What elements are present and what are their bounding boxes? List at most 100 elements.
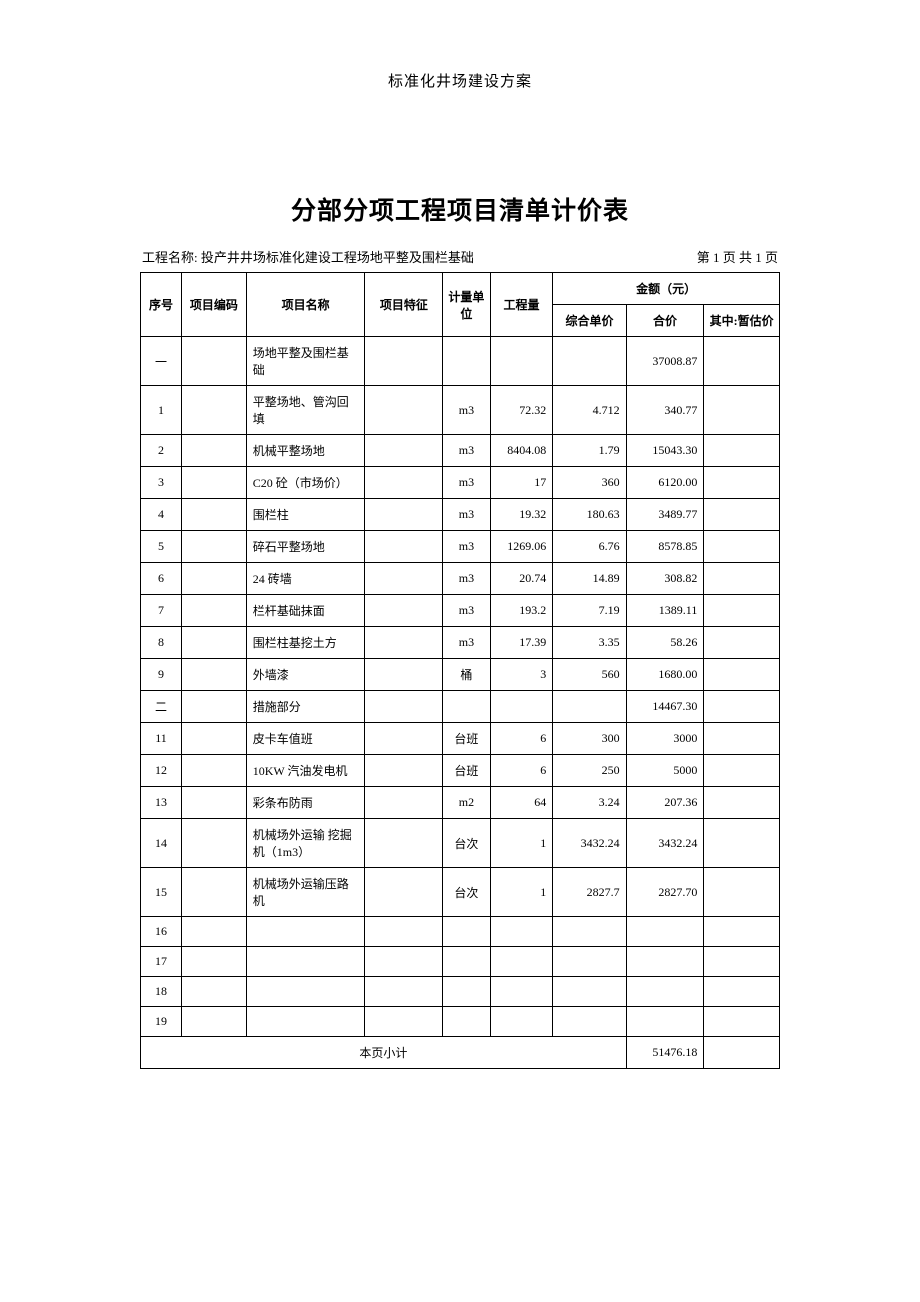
table-row: 3C20 砼（市场价）m3173606120.00 — [141, 467, 780, 499]
cell-unit: 台班 — [443, 723, 490, 755]
cell-unit: m3 — [443, 531, 490, 563]
cell-est — [704, 691, 780, 723]
project-name: 投产井井场标准化建设工程场地平整及围栏基础 — [201, 250, 474, 265]
cell-code — [182, 531, 247, 563]
cell-total: 3432.24 — [626, 819, 704, 868]
table-row: 8围栏柱基挖土方m317.393.3558.26 — [141, 627, 780, 659]
cell-uprice: 560 — [553, 659, 626, 691]
cell-qty: 19.32 — [490, 499, 553, 531]
cell-feature — [365, 691, 443, 723]
cell-seq: 15 — [141, 868, 182, 917]
cell-code — [182, 435, 247, 467]
cell-feature — [365, 659, 443, 691]
cell-name — [246, 917, 365, 947]
cell-uprice: 3.35 — [553, 627, 626, 659]
cell-qty — [490, 917, 553, 947]
table-row: 17 — [141, 947, 780, 977]
subtotal-row: 本页小计 51476.18 — [141, 1037, 780, 1069]
cell-est — [704, 659, 780, 691]
cell-total: 2827.70 — [626, 868, 704, 917]
cell-seq: 6 — [141, 563, 182, 595]
col-amount-group-header: 金额（元） — [553, 273, 780, 305]
cell-seq: 5 — [141, 531, 182, 563]
table-row: 一场地平整及围栏基础37008.87 — [141, 337, 780, 386]
cell-code — [182, 337, 247, 386]
cell-est — [704, 337, 780, 386]
cell-qty: 1269.06 — [490, 531, 553, 563]
pricing-table: 序号 项目编码 项目名称 项目特征 计量单位 工程量 金额（元） 综合单价 合价… — [140, 272, 780, 1069]
cell-qty: 8404.08 — [490, 435, 553, 467]
cell-est — [704, 868, 780, 917]
cell-qty: 1 — [490, 868, 553, 917]
table-row: 7栏杆基础抹面m3193.27.191389.11 — [141, 595, 780, 627]
cell-total: 14467.30 — [626, 691, 704, 723]
cell-uprice: 300 — [553, 723, 626, 755]
cell-qty — [490, 947, 553, 977]
cell-code — [182, 659, 247, 691]
cell-seq: 19 — [141, 1007, 182, 1037]
cell-code — [182, 595, 247, 627]
cell-seq: 13 — [141, 787, 182, 819]
cell-code — [182, 723, 247, 755]
cell-est — [704, 627, 780, 659]
cell-code — [182, 386, 247, 435]
cell-qty: 6 — [490, 755, 553, 787]
table-row: 9外墙漆桶35601680.00 — [141, 659, 780, 691]
cell-uprice: 3.24 — [553, 787, 626, 819]
cell-qty — [490, 691, 553, 723]
table-row: 5碎石平整场地m31269.066.768578.85 — [141, 531, 780, 563]
cell-est — [704, 595, 780, 627]
cell-feature — [365, 337, 443, 386]
cell-total: 58.26 — [626, 627, 704, 659]
cell-code — [182, 917, 247, 947]
cell-uprice — [553, 917, 626, 947]
cell-seq: 8 — [141, 627, 182, 659]
cell-feature — [365, 467, 443, 499]
table-row: 13彩条布防雨m2643.24207.36 — [141, 787, 780, 819]
page-number-block: 第 1 页 共 1 页 — [697, 247, 778, 266]
subtotal-label: 本页小计 — [141, 1037, 627, 1069]
cell-seq: 14 — [141, 819, 182, 868]
table-row: 二措施部分14467.30 — [141, 691, 780, 723]
cell-total — [626, 917, 704, 947]
page-suffix: 页 — [765, 250, 778, 265]
cell-code — [182, 499, 247, 531]
cell-total: 5000 — [626, 755, 704, 787]
col-seq-header: 序号 — [141, 273, 182, 337]
table-row: 19 — [141, 1007, 780, 1037]
cell-code — [182, 691, 247, 723]
cell-code — [182, 787, 247, 819]
cell-feature — [365, 723, 443, 755]
cell-feature — [365, 563, 443, 595]
cell-unit: 桶 — [443, 659, 490, 691]
table-body: 一场地平整及围栏基础37008.871平整场地、管沟回填m372.324.712… — [141, 337, 780, 1037]
cell-qty: 1 — [490, 819, 553, 868]
cell-code — [182, 977, 247, 1007]
cell-uprice — [553, 1007, 626, 1037]
table-foot: 本页小计 51476.18 — [141, 1037, 780, 1069]
cell-total: 6120.00 — [626, 467, 704, 499]
cell-qty: 3 — [490, 659, 553, 691]
cell-unit: m3 — [443, 563, 490, 595]
cell-seq: 1 — [141, 386, 182, 435]
cell-qty: 20.74 — [490, 563, 553, 595]
cell-name: C20 砼（市场价） — [246, 467, 365, 499]
cell-code — [182, 1007, 247, 1037]
document-header: 标准化井场建设方案 — [140, 70, 780, 91]
cell-name: 10KW 汽油发电机 — [246, 755, 365, 787]
cell-feature — [365, 868, 443, 917]
cell-est — [704, 563, 780, 595]
table-row: 1210KW 汽油发电机台班62505000 — [141, 755, 780, 787]
table-row: 16 — [141, 917, 780, 947]
cell-name — [246, 977, 365, 1007]
cell-seq: 18 — [141, 977, 182, 1007]
cell-uprice — [553, 977, 626, 1007]
page-total: 1 — [755, 250, 762, 265]
cell-unit — [443, 947, 490, 977]
cell-name: 机械场外运输压路机 — [246, 868, 365, 917]
cell-qty — [490, 1007, 553, 1037]
cell-code — [182, 563, 247, 595]
cell-feature — [365, 531, 443, 563]
cell-total: 8578.85 — [626, 531, 704, 563]
cell-feature — [365, 787, 443, 819]
